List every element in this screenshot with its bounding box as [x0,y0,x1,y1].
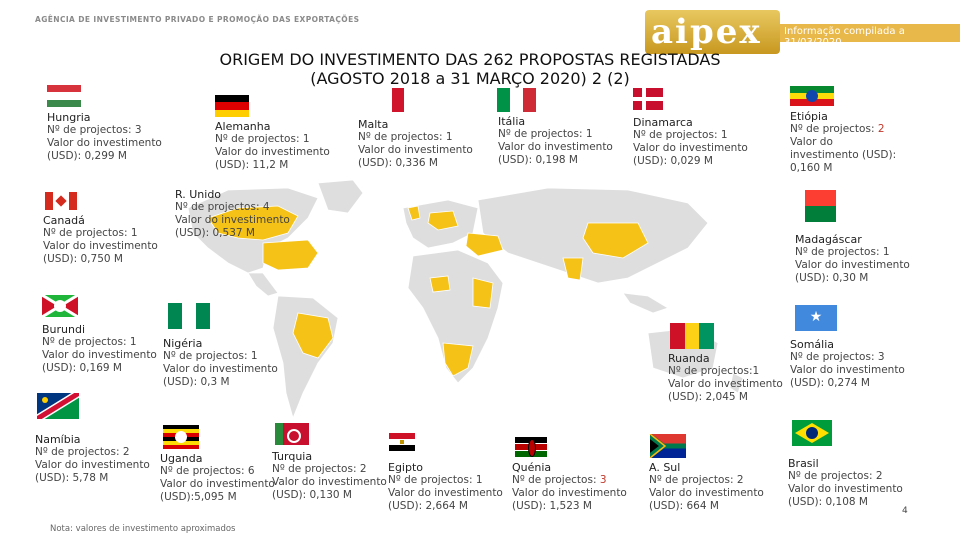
world-map [187,179,744,420]
map-southern-africa [442,342,474,377]
map-brazil [292,312,334,359]
page-number: 4 [902,506,908,516]
country-germany: Alemanha Nº de projectos: 1 Valor do inv… [215,120,330,171]
flag-kenya [515,437,547,457]
flag-egypt [389,433,415,451]
country-somalia: Somália Nº de projectos: 3 Valor do inve… [790,338,905,389]
map-greenland [317,179,364,214]
map-se-asia [622,292,669,314]
title-line-2: (AGOSTO 2018 a 31 MARÇO 2020) 2 (2) [310,69,630,88]
logo-text: aipex [651,12,762,52]
country-canada: Canadá Nº de projectos: 1 Valor do inves… [43,214,158,265]
flag-ethiopia [790,86,834,106]
flag-namibia [37,393,79,419]
map-middle-east [465,232,504,257]
country-brazil: Brasil Nº de projectos: 2 Valor do inves… [788,457,903,508]
flag-germany [215,95,249,117]
flag-uganda [163,425,199,449]
country-kenya: Quénia Nº de projectos: 3 Valor do inves… [512,461,627,512]
flag-burundi [42,295,78,317]
flag-denmark [633,88,663,110]
map-central-america [247,272,279,297]
country-malta: Malta Nº de projectos: 1 Valor do invest… [358,118,473,169]
flag-canada [45,192,77,210]
footnote: Nota: valores de investimento aproximado… [50,524,236,534]
title-line-1: ORIGEM DO INVESTIMENTO DAS 262 PROPOSTAS… [219,50,721,69]
map-india [562,257,584,281]
country-namibia: Namíbia Nº de projectos: 2 Valor do inve… [35,433,150,484]
map-nigeria [429,275,451,293]
country-denmark: Dinamarca Nº de projectos: 1 Valor do in… [633,116,748,167]
country-italy: Itália Nº de projectos: 1 Valor do inves… [498,115,613,166]
country-ethiopia: Etiópia Nº de projectos: 2 Valor do inve… [790,110,897,174]
flag-south-africa [650,434,686,458]
country-rwanda: Ruanda Nº de projectos:1 Valor do invest… [668,352,783,403]
flag-hungary [47,85,81,107]
country-hungary: Hungria Nº de projectos: 3 Valor do inve… [47,111,162,162]
info-strip [780,24,960,42]
country-uganda: Uganda Nº de projectos: 6 Valor do inves… [160,452,275,503]
country-south-africa: A. Sul Nº de projectos: 2 Valor do inves… [649,461,764,512]
flag-rwanda [670,323,714,349]
flag-nigeria [168,303,210,329]
flag-malta [380,88,404,112]
flag-madagascar [790,190,836,222]
map-china [582,222,649,259]
country-madagascar: Madagáscar Nº de projectos: 1 Valor do i… [795,233,910,284]
page-title: ORIGEM DO INVESTIMENTO DAS 262 PROPOSTAS… [150,50,790,88]
map-east-africa [472,277,494,309]
map-uk [407,205,421,221]
flag-italy [497,88,536,112]
flag-turquia [275,423,309,445]
map-canada [207,205,299,241]
aipex-logo: aipex [645,10,780,54]
map-usa [262,239,319,271]
country-nigeria: Nigéria Nº de projectos: 1 Valor do inve… [163,337,278,388]
flag-brazil [792,420,832,446]
country-uk: R. Unido Nº de projectos: 4 Valor do inv… [175,188,290,239]
country-turkey: Turquia Nº de projectos: 2 Valor do inve… [272,450,387,501]
country-egypt: Egipto Nº de projectos: 1 Valor do inves… [388,461,503,512]
flag-somalia: ★ [795,305,837,331]
info-date: Informação compilada a 31/03/2020 [784,26,905,48]
map-new-zealand [729,372,744,394]
agency-name: AGÊNCIA DE INVESTIMENTO PRIVADO E PROMOÇ… [35,15,360,24]
country-burundi: Burundi Nº de projectos: 1 Valor do inve… [42,323,157,374]
map-central-europe [427,210,459,231]
